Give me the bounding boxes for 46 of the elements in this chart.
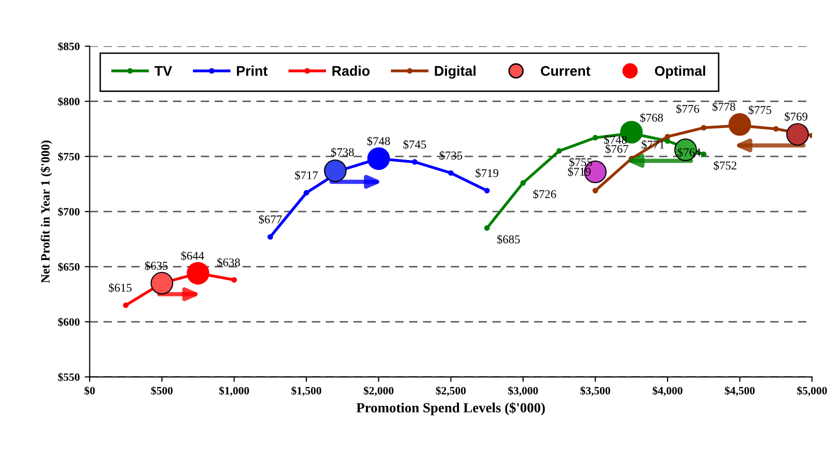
data-label: $738 (331, 147, 354, 157)
y-tick-label: $800 (58, 97, 80, 106)
data-label: $745 (403, 140, 426, 150)
data-label: $717 (295, 170, 318, 180)
data-label: $726 (533, 189, 556, 199)
legend-label: Current (540, 66, 590, 76)
legend-label: Radio (332, 66, 370, 76)
data-label: $685 (497, 234, 520, 244)
data-label: $748 (367, 136, 390, 146)
data-label: $755 (569, 158, 592, 167)
data-label: $638 (217, 258, 240, 268)
data-label: $752 (714, 160, 736, 170)
data-label: $768 (640, 113, 663, 122)
legend-label: TV (154, 66, 172, 76)
x-tick-label: $3,500 (580, 386, 610, 396)
y-tick-label: $650 (58, 262, 80, 272)
data-label: $677 (258, 214, 282, 224)
x-tick-label: $1,500 (291, 386, 322, 396)
data-label: $775 (748, 105, 772, 115)
x-tick-label: $500 (151, 386, 173, 396)
data-label: $644 (181, 251, 204, 261)
y-axis-title: Net Profit in Year 1 ($'000) (40, 140, 52, 283)
y-tick-label: $600 (58, 318, 80, 326)
y-tick-label: $850 (58, 42, 80, 51)
data-label: $776 (676, 104, 700, 114)
x-tick-label: $1,000 (219, 386, 249, 396)
data-label: $769 (784, 112, 808, 122)
data-label: $778 (712, 102, 736, 112)
legend-label: Print (236, 66, 268, 76)
legend-label: Digital (434, 66, 476, 79)
data-label: $719 (476, 168, 498, 178)
x-tick-label: $4,500 (724, 386, 755, 396)
legend-label: Optimal (654, 66, 706, 79)
data-label: $735 (440, 150, 462, 160)
x-tick-label: $2,500 (436, 386, 466, 396)
y-tick-label: $750 (58, 152, 80, 162)
x-tick-label: $2,000 (364, 386, 394, 396)
y-tick-label: $550 (58, 372, 80, 382)
data-label: $767 (606, 144, 628, 154)
x-tick-label: $0 (84, 386, 95, 396)
y-tick-label: $700 (58, 207, 80, 216)
data-label: $615 (108, 283, 132, 293)
x-tick-label: $4,000 (652, 386, 682, 396)
x-axis-title: Promotion Spend Levels ($'000) (356, 402, 545, 416)
x-tick-label: $5,000 (797, 386, 827, 396)
x-tick-label: $3,000 (508, 386, 538, 396)
